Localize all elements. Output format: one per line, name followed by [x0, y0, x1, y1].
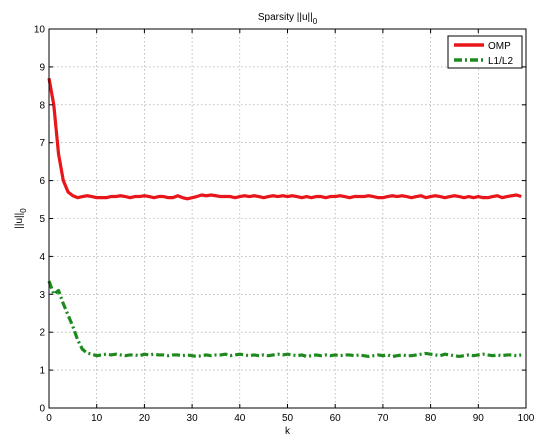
x-tick-label: 40: [234, 413, 246, 424]
y-tick-label: 8: [39, 100, 45, 111]
x-axis-label: k: [285, 426, 291, 437]
x-tick-label: 50: [282, 413, 294, 424]
axis-ticks: 0 10 20 30 40 50 60 70 80 90 100 0 1 2 3 4 5 6 7 8 9 10: [34, 25, 535, 425]
y-tick-label: 0: [39, 404, 45, 415]
y-tick-label: 7: [39, 138, 45, 149]
x-tick-label: 80: [425, 413, 437, 424]
y-tick-label: 6: [39, 176, 45, 187]
legend: OMP L1/L2: [447, 35, 523, 69]
series-group: [47, 77, 522, 359]
y-tick-label: 2: [39, 328, 45, 339]
x-tick-label: 100: [518, 413, 535, 424]
chart-title-subscript: 0: [313, 17, 318, 26]
y-tick-label: 5: [39, 214, 45, 225]
x-tick-label: 20: [139, 413, 151, 424]
x-tick-label: 10: [91, 413, 103, 424]
y-axis-label-subscript: 0: [19, 208, 28, 213]
y-tick-label: 4: [39, 252, 45, 263]
x-tick-label: 90: [473, 413, 485, 424]
y-tick-label: 1: [39, 366, 45, 377]
x-tick-label: 30: [187, 413, 199, 424]
y-axis-label: ||u||0: [14, 208, 28, 229]
chart-title: Sparsity ||u||0: [258, 12, 318, 26]
x-tick-label: 70: [377, 413, 389, 424]
x-tick-label: 0: [46, 413, 52, 424]
y-tick-label: 3: [39, 290, 45, 301]
y-tick-label: 9: [39, 62, 45, 73]
legend-label-omp: OMP: [488, 41, 511, 52]
legend-box: [447, 35, 523, 69]
y-tick-label: 10: [34, 25, 46, 36]
series-line-l1l2: [47, 280, 522, 359]
legend-label-l1l2: L1/L2: [488, 56, 513, 67]
series-line-omp: [47, 77, 522, 201]
grid-lines: [49, 29, 526, 408]
x-tick-label: 60: [330, 413, 342, 424]
